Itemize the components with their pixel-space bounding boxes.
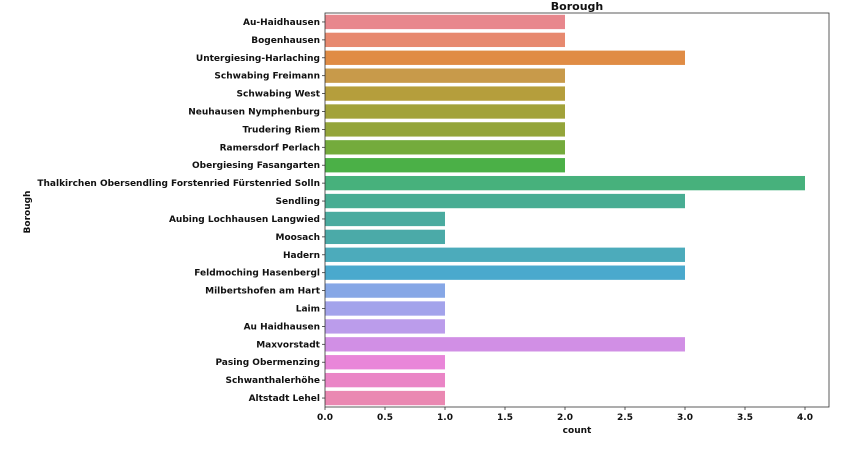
bar [325, 372, 445, 388]
y-tick-label: Hadern [283, 251, 320, 261]
x-tick-label: 2.0 [557, 413, 573, 423]
y-tick-label: Milbertshofen am Hart [205, 287, 321, 297]
y-tick-label: Ramersdorf Perlach [220, 143, 320, 153]
y-tick-label: Thalkirchen Obersendling Forstenried Für… [37, 179, 320, 189]
y-tick-label: Maxvorstadt [256, 340, 320, 350]
y-tick-label: Schwanthalerhöhe [225, 376, 320, 386]
bar [325, 301, 445, 316]
y-tick-label: Laim [296, 305, 320, 315]
x-tick-label: 0.0 [317, 413, 333, 423]
y-tick-label: Trudering Riem [242, 125, 320, 135]
bar [325, 104, 565, 119]
bar [325, 140, 565, 155]
plot-frame [324, 12, 830, 408]
bar [325, 50, 685, 65]
y-tick-label: Schwabing Freimann [214, 72, 320, 82]
bar [325, 390, 445, 406]
y-tick-label: Untergiesing-Harlaching [196, 54, 320, 64]
bar [325, 175, 805, 191]
bar [325, 211, 445, 227]
y-tick-label: Obergiesing Fasangarten [192, 161, 320, 171]
bar [325, 265, 685, 280]
x-tick-label: 1.5 [497, 413, 513, 423]
bar [325, 229, 445, 245]
bar [325, 337, 685, 352]
bar [325, 14, 565, 30]
y-tick-label: Schwabing West [237, 90, 321, 100]
x-tick-label: 4.0 [797, 413, 813, 423]
bar [325, 355, 445, 370]
y-axis-label: Borough [23, 191, 33, 234]
bar [325, 283, 445, 298]
x-tick-label: 3.0 [677, 413, 693, 423]
x-axis-label: count [563, 426, 592, 436]
y-tick-label: Pasing Obermenzing [215, 358, 320, 368]
y-tick-label: Bogenhausen [251, 36, 320, 46]
y-tick-label: Neuhausen Nymphenburg [188, 108, 320, 118]
bar [325, 68, 565, 83]
y-tick-label: Sendling [276, 197, 320, 207]
y-tick-label: Au-Haidhausen [243, 18, 320, 28]
x-tick-label: 2.5 [617, 413, 633, 423]
bar [325, 32, 565, 48]
bar [325, 158, 565, 173]
bar [325, 193, 685, 209]
bar [325, 86, 565, 101]
y-tick-label: Moosach [276, 233, 321, 243]
y-tick-label: Au Haidhausen [244, 322, 320, 332]
y-tick-label: Aubing Lochhausen Langwied [169, 215, 320, 225]
bar [325, 247, 685, 262]
x-tick-label: 0.5 [377, 413, 393, 423]
y-tick-label: Feldmoching Hasenbergl [194, 269, 320, 279]
y-tick-label: Altstadt Lehel [249, 394, 320, 404]
bar [325, 319, 445, 334]
bar [325, 122, 565, 137]
x-tick-label: 1.0 [437, 413, 453, 423]
chart-title: Borough [551, 0, 603, 13]
x-tick-label: 3.5 [737, 413, 753, 423]
